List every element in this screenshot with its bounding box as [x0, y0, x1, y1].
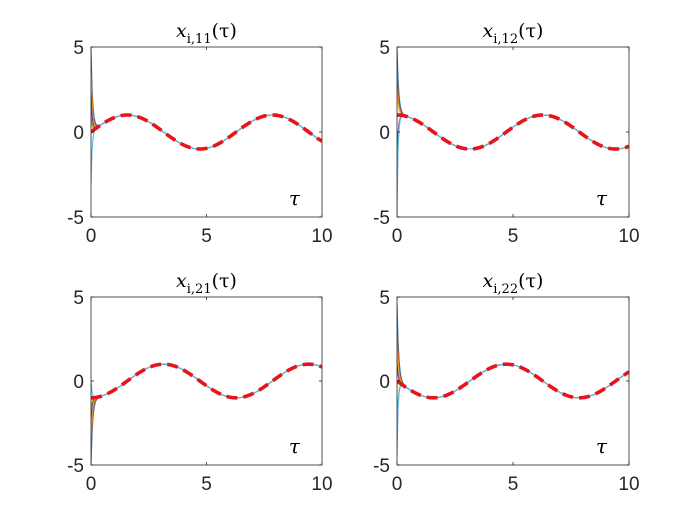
panel-title-sub: i,11	[187, 32, 212, 47]
y-tick-label: 0	[379, 123, 390, 144]
y-tick-label: 5	[73, 288, 84, 309]
tau-annotation: τ	[596, 186, 608, 210]
panel-title-base: x	[483, 20, 494, 42]
panel-title-sub: i,12	[493, 32, 518, 47]
panel-title: xi,21(τ)	[176, 270, 237, 297]
y-tick-label: 5	[379, 38, 390, 59]
y-tick-label: 0	[73, 123, 84, 144]
x-tick-label: 5	[201, 226, 212, 247]
x-tick-label: 0	[86, 474, 97, 495]
panel-title: xi,12(τ)	[483, 20, 544, 47]
x-tick-label: 5	[508, 474, 519, 495]
reference-line	[397, 362, 629, 400]
reference-line	[397, 113, 629, 151]
reference-line	[91, 362, 322, 400]
panel-title-base: x	[176, 270, 187, 292]
y-tick-label: 0	[379, 372, 390, 393]
y-tick-label: -5	[67, 456, 84, 477]
plot-area	[91, 47, 322, 217]
y-tick-label: -5	[67, 208, 84, 229]
x-tick-label: 10	[311, 474, 332, 495]
y-tick-label: 5	[379, 288, 390, 309]
x-tick-label: 5	[508, 226, 519, 247]
y-tick-label: -5	[373, 456, 390, 477]
x-tick-label: 0	[392, 474, 403, 495]
plot-lines	[91, 362, 322, 464]
x-tick-label: 10	[618, 474, 639, 495]
tau-annotation: τ	[289, 434, 301, 458]
x-tick-label: 0	[86, 226, 97, 247]
plot-area	[397, 297, 629, 465]
plot-lines	[397, 303, 629, 457]
x-tick-label: 0	[392, 226, 403, 247]
tau-annotation: τ	[596, 434, 608, 458]
panel-title-base: x	[176, 20, 187, 42]
panel-title-arg: (τ)	[212, 20, 237, 42]
y-tick-label: -5	[373, 208, 390, 229]
panel-title-arg: (τ)	[212, 270, 237, 292]
panel-title: xi,11(τ)	[176, 20, 237, 47]
panel-title: xi,22(τ)	[483, 270, 544, 297]
y-tick-label: 5	[73, 38, 84, 59]
plot-lines	[397, 48, 629, 214]
x-tick-label: 5	[201, 474, 212, 495]
panel-title-arg: (τ)	[518, 20, 543, 42]
panel-title-base: x	[483, 270, 494, 292]
panel-title-sub: i,21	[187, 282, 212, 297]
y-tick-label: 0	[73, 372, 84, 393]
plot-lines	[91, 50, 322, 184]
x-tick-label: 10	[311, 226, 332, 247]
tau-annotation: τ	[289, 186, 301, 210]
panel-title-arg: (τ)	[518, 270, 543, 292]
x-tick-label: 10	[618, 226, 639, 247]
panel-title-sub: i,22	[493, 282, 518, 297]
reference-line	[91, 113, 322, 151]
